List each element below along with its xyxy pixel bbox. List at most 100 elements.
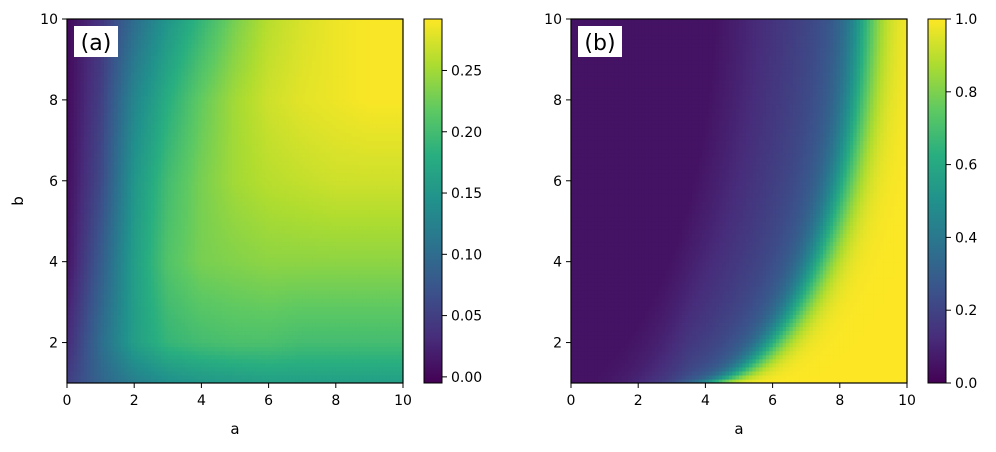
heatmap-cell: [295, 342, 300, 348]
heatmap-cell: [103, 201, 108, 206]
heatmap-cell: [187, 310, 192, 315]
heatmap-cell: [261, 225, 266, 230]
heatmap-cell: [376, 289, 381, 295]
heatmap-cell: [322, 374, 327, 380]
heatmap-cell: [389, 306, 394, 311]
heatmap-cell: [110, 358, 115, 364]
heatmap-cell: [238, 354, 243, 360]
heatmap-cell: [386, 318, 391, 323]
heatmap-cell: [151, 294, 155, 299]
heatmap-cell: [90, 201, 95, 206]
heatmap-cell: [117, 261, 122, 267]
heatmap-cell: [241, 233, 246, 238]
heatmap-cell: [366, 358, 370, 364]
heatmap-cell: [211, 253, 216, 259]
heatmap-cell: [144, 237, 149, 243]
heatmap-cell: [124, 294, 129, 299]
heatmap-cell: [103, 354, 108, 360]
heatmap-cell: [114, 358, 118, 364]
heatmap-cell: [329, 261, 334, 267]
heatmap-cell: [140, 298, 145, 303]
heatmap-cell: [359, 253, 364, 259]
heatmap-cell: [77, 302, 82, 307]
heatmap-cell: [107, 358, 112, 364]
heatmap-cell: [379, 221, 384, 226]
heatmap-cell: [322, 318, 327, 323]
heatmap-cell: [228, 192, 233, 198]
heatmap-cell: [265, 338, 270, 344]
heatmap-cell: [134, 370, 139, 376]
heatmap-cell: [97, 354, 102, 360]
heatmap-cell: [372, 318, 377, 323]
heatmap-cell: [382, 196, 387, 202]
heatmap-cell: [382, 253, 387, 259]
heatmap-cell: [191, 188, 196, 194]
heatmap-cell: [322, 310, 327, 315]
heatmap-cell: [218, 322, 223, 327]
heatmap-cell: [93, 346, 98, 352]
heatmap-cell: [73, 245, 78, 251]
heatmap-cell: [382, 378, 387, 383]
heatmap-cell: [161, 330, 166, 336]
heatmap-cell: [319, 201, 323, 206]
heatmap-cell: [157, 221, 162, 226]
heatmap-cell: [134, 209, 139, 214]
heatmap-cell: [157, 334, 162, 340]
heatmap-cell: [305, 269, 310, 275]
heatmap-cell: [164, 346, 169, 352]
heatmap-cell: [355, 188, 360, 194]
heatmap-cell: [251, 366, 256, 372]
heatmap-cell: [161, 285, 166, 291]
heatmap-cell: [399, 192, 403, 198]
heatmap-cell: [268, 205, 273, 210]
heatmap-cell: [255, 261, 260, 267]
heatmap-cell: [83, 350, 88, 356]
heatmap-cell: [214, 257, 219, 263]
heatmap-cell: [251, 213, 256, 218]
heatmap-cell: [235, 366, 239, 372]
heatmap-cell: [302, 358, 307, 364]
heatmap-cell: [228, 209, 233, 214]
heatmap-cell: [228, 245, 233, 251]
heatmap-cell: [73, 277, 78, 283]
heatmap-cell: [174, 314, 179, 319]
heatmap-cell: [164, 358, 169, 364]
heatmap-cell: [157, 374, 162, 380]
heatmap-cell: [124, 205, 129, 210]
heatmap-cell: [332, 370, 337, 376]
heatmap-cell: [258, 322, 263, 327]
heatmap-cell: [332, 188, 337, 194]
heatmap-cell: [211, 342, 216, 348]
heatmap-cell: [211, 298, 216, 303]
heatmap-cell: [362, 306, 367, 311]
heatmap-cell: [379, 184, 384, 190]
heatmap-cell: [352, 253, 357, 259]
heatmap-cell: [339, 330, 344, 336]
heatmap-cell: [245, 338, 250, 344]
heatmap-cell: [208, 310, 213, 315]
heatmap-cell: [144, 269, 149, 275]
heatmap-cell: [127, 237, 132, 243]
heatmap-cell: [117, 188, 122, 194]
heatmap-cell: [292, 362, 297, 368]
heatmap-cell: [171, 302, 176, 307]
heatmap-cell: [157, 362, 162, 368]
heatmap-cell: [322, 209, 327, 214]
heatmap-cell: [261, 330, 266, 336]
heatmap-cell: [83, 289, 88, 295]
heatmap-cell: [352, 289, 357, 295]
heatmap-cell: [359, 310, 364, 315]
heatmap-cell: [295, 249, 300, 255]
heatmap-cell: [379, 273, 384, 279]
heatmap-cell: [204, 261, 209, 267]
heatmap-cell: [144, 330, 149, 336]
heatmap-cell: [292, 289, 297, 295]
heatmap-cell: [295, 370, 300, 376]
heatmap-cell: [154, 221, 159, 226]
heatmap-cell: [87, 245, 92, 251]
heatmap-cell: [389, 241, 394, 247]
heatmap-cell: [261, 310, 266, 315]
heatmap-cell: [399, 374, 403, 380]
heatmap-cell: [77, 334, 82, 340]
heatmap-cell: [319, 314, 323, 319]
